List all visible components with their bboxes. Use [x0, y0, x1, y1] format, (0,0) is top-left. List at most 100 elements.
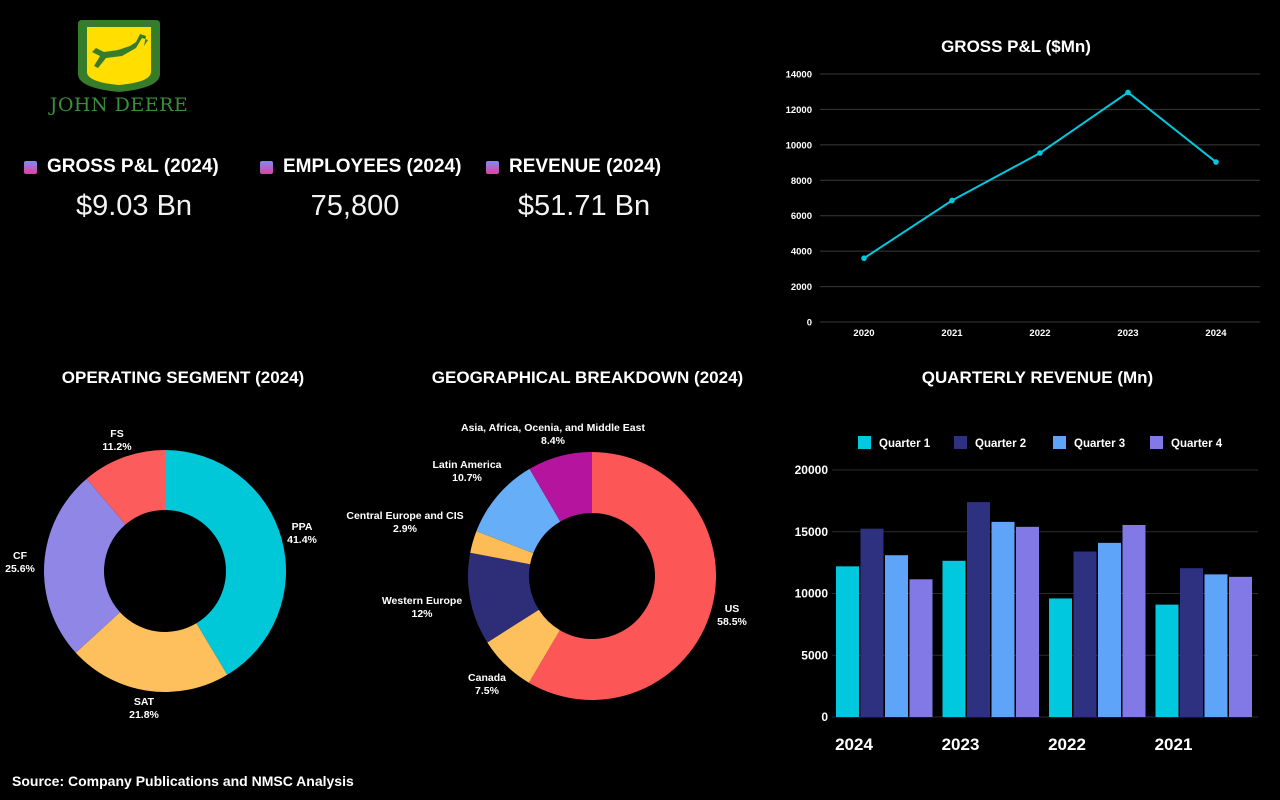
slice-label: US [725, 603, 740, 615]
bar [1204, 574, 1228, 717]
kpi-employees: EMPLOYEES (2024) 75,800 [260, 156, 480, 223]
legend-label: Quarter 4 [1171, 438, 1223, 450]
x-tick-label: 2024 [1205, 328, 1227, 339]
data-point [1037, 150, 1043, 156]
kpi-label: GROSS P&L (2024) [47, 156, 219, 177]
x-tick-label: 2022 [1048, 735, 1086, 754]
bar [1122, 524, 1146, 717]
square-icon [486, 160, 499, 174]
bar [1016, 526, 1039, 717]
y-tick-label: 20000 [795, 463, 829, 477]
y-tick-label: 8000 [791, 176, 812, 187]
source-note: Source: Company Publications and NMSC An… [12, 773, 354, 789]
donut-slice [476, 468, 561, 554]
y-tick-label: 14000 [786, 70, 812, 81]
series-line [863, 91, 1217, 260]
kpi-gross-pl: GROSS P&L (2024) $9.03 Bn [24, 156, 244, 223]
kpi-label: REVENUE (2024) [509, 156, 662, 177]
slice-pct: 11.2% [102, 441, 132, 453]
x-tick-label: 2020 [853, 328, 874, 339]
data-point [861, 255, 867, 262]
bar [909, 579, 933, 717]
kpi-value: $51.71 Bn [517, 190, 651, 222]
y-tick-label: 6000 [791, 211, 812, 222]
x-tick-label: 2023 [1117, 328, 1138, 339]
legend-swatch [1053, 436, 1066, 449]
donut-slice [468, 552, 539, 643]
legend-swatch [954, 436, 967, 449]
y-tick-label: 4000 [791, 247, 812, 258]
y-tick-label: 10000 [795, 587, 829, 601]
bar [836, 566, 859, 717]
slice-label: FS [110, 428, 123, 440]
slice-label: Central Europe and CIS [346, 510, 463, 522]
slice-pct: 58.5% [717, 616, 747, 628]
y-tick-label: 2000 [791, 282, 812, 293]
bar [991, 521, 1015, 717]
segment-chart-title: OPERATING SEGMENT (2024) [61, 368, 305, 387]
x-tick-label: 2021 [941, 328, 963, 339]
y-tick-label: 5000 [801, 648, 828, 662]
kpi-revenue: REVENUE (2024) $51.71 Bn [486, 156, 706, 223]
donut-slice [470, 531, 534, 565]
slice-pct: 8.4% [541, 435, 566, 447]
deer-logo-icon [78, 20, 160, 92]
donut-slice [528, 452, 716, 700]
slice-label: PPA [292, 521, 313, 533]
slice-label: Canada [468, 672, 506, 684]
slice-pct: 7.5% [475, 685, 500, 697]
data-point [1213, 159, 1219, 165]
quarterly-revenue-bar-chart: 0 5000 10000 15000 20000 Quarter 1 Quarter 2 Qu… [795, 436, 1258, 754]
bar-chart-title: QUARTERLY REVENUE (Mn) [921, 368, 1154, 387]
bar [1180, 568, 1203, 717]
y-tick-label: 10000 [786, 140, 812, 151]
bar [1098, 542, 1121, 717]
bar [967, 502, 990, 717]
x-tick-label: 2024 [835, 735, 873, 754]
donut-slice [487, 609, 560, 683]
legend-swatch [858, 436, 871, 449]
data-point [949, 197, 955, 204]
bar [860, 528, 884, 717]
square-icon [24, 160, 37, 174]
slice-label: CF [13, 550, 28, 562]
donut-slice [75, 612, 228, 692]
bar [1229, 576, 1252, 717]
john-deere-logo: JOHN DEERE [44, 18, 194, 118]
x-tick-label: 2022 [1029, 328, 1050, 339]
slice-pct: 41.4% [287, 534, 317, 546]
geo-chart-title: GEOGRAPHICAL BREAKDOWN (2024) [431, 368, 744, 387]
legend-swatch [1150, 436, 1163, 449]
donut-slice [43, 478, 126, 653]
x-tick-label: 2021 [1155, 735, 1193, 754]
square-icon [260, 160, 273, 174]
slice-label: SAT [134, 696, 155, 708]
slice-label: Western Europe [382, 595, 462, 607]
kpi-value: 75,800 [310, 190, 400, 222]
slice-pct: 10.7% [452, 472, 482, 484]
line-chart-title: GROSS P&L ($Mn) [941, 37, 1091, 56]
legend-label: Quarter 1 [879, 438, 931, 450]
slice-label: Asia, Africa, Ocenia, and Middle East [461, 422, 646, 434]
kpi-value: $9.03 Bn [75, 190, 193, 222]
bar [942, 560, 966, 717]
bar [1049, 598, 1072, 717]
y-tick-label: 0 [821, 710, 828, 724]
data-point [1125, 89, 1131, 96]
legend-label: Quarter 2 [975, 438, 1026, 450]
y-tick-label: 15000 [795, 525, 829, 539]
slice-label: Latin America [432, 459, 501, 471]
bar [1155, 604, 1179, 717]
kpi-label: EMPLOYEES (2024) [283, 156, 462, 177]
slice-pct: 21.8% [129, 709, 159, 721]
bar [885, 555, 908, 717]
legend-label: Quarter 3 [1074, 438, 1125, 450]
slice-pct: 25.6% [5, 563, 35, 575]
donut-slice [529, 452, 592, 522]
y-tick-label: 0 [807, 318, 812, 329]
y-tick-label: 12000 [786, 105, 812, 116]
donut-slice [165, 450, 286, 675]
gross-pl-line-chart: 0 2000 4000 6000 8000 10000 12000 14000 2020 2021… [786, 70, 1260, 339]
